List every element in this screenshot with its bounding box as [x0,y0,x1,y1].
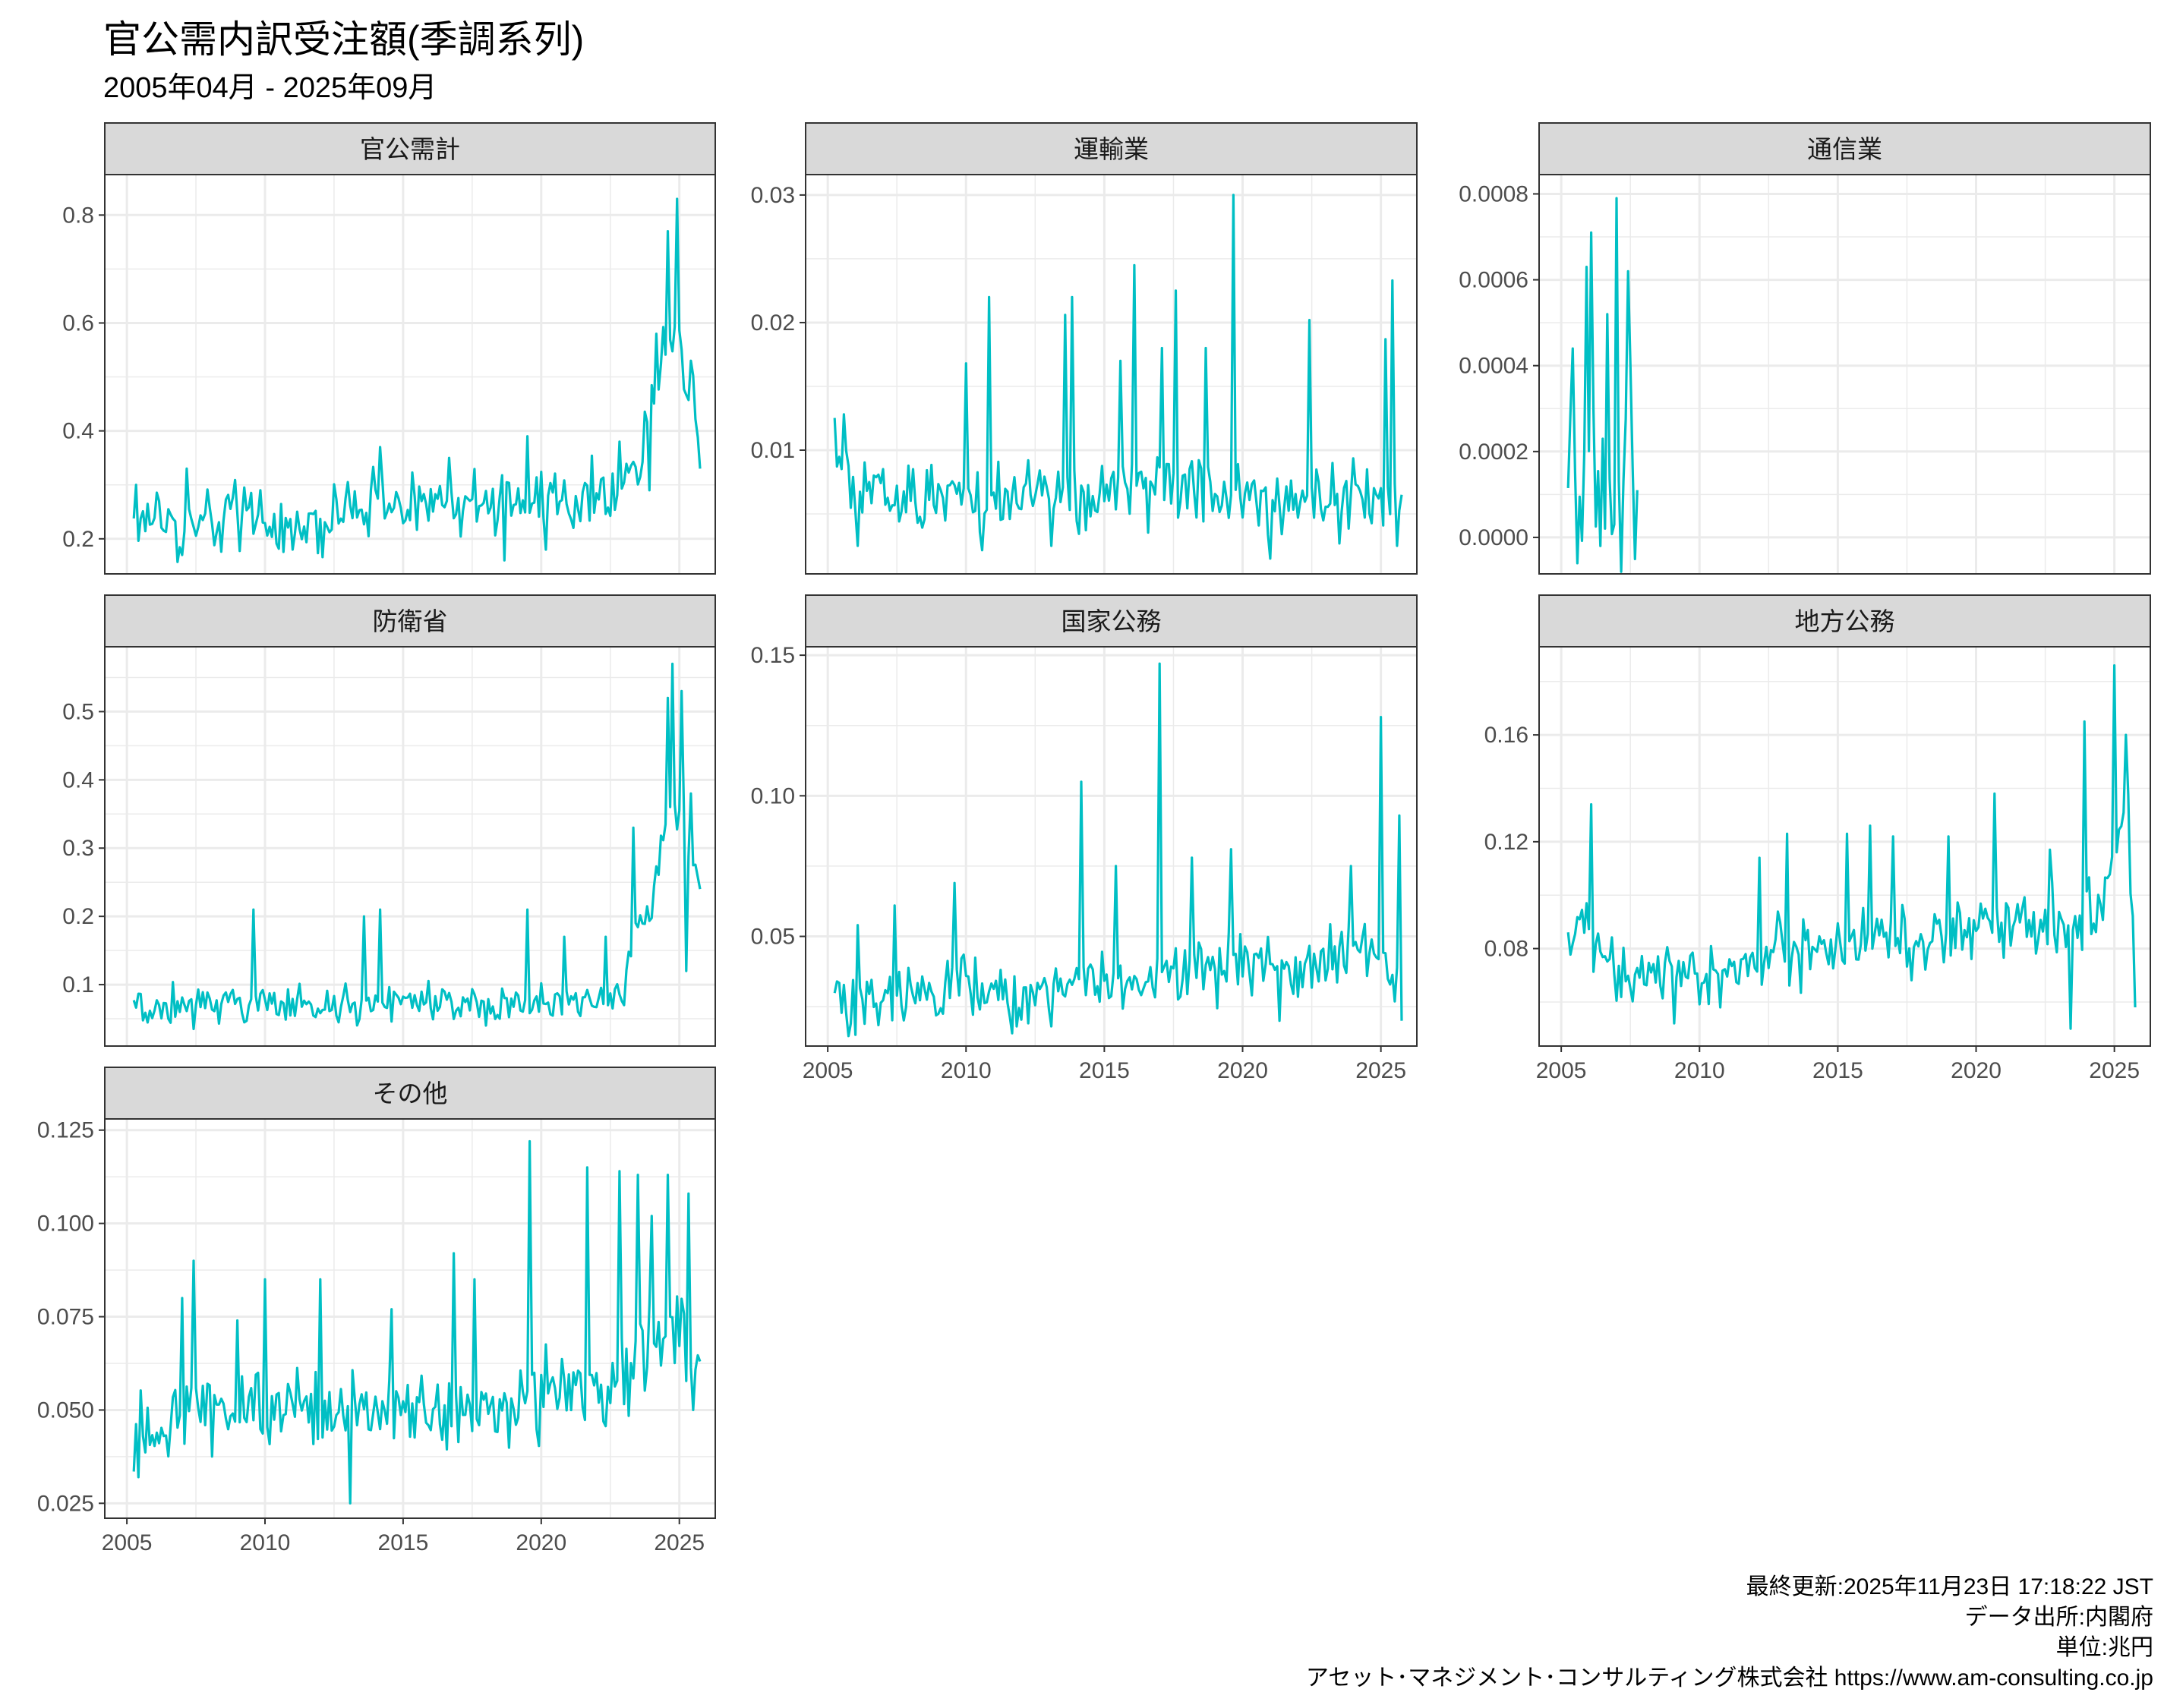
series-line [1566,664,2137,1030]
facet-strip [104,594,716,648]
y-tick-label: 0.16 [1484,723,1528,748]
facet-strip [1538,594,2151,648]
y-tick-label: 0.5 [62,699,94,724]
y-tick-label: 0.10 [751,783,795,808]
series-line [132,662,702,1031]
y-tick-label: 0.075 [37,1305,94,1330]
x-tick-label: 2010 [240,1530,291,1555]
y-tick-label: 0.0006 [1459,268,1528,293]
facet-strip [805,594,1418,648]
y-tick-label: 0.0008 [1459,181,1528,206]
caption-updated: 最終更新:2025年11月23日 17:18:22 JST [1746,1574,2153,1599]
y-tick-label: 0.15 [751,643,795,668]
series-line [132,1139,702,1505]
facet-strip-label: 国家公務 [1061,607,1162,635]
panel-background [1539,175,2150,574]
caption-source: データ出所:内閣府 [1964,1605,2153,1630]
y-tick-label: 0.4 [62,767,94,793]
y-tick-label: 0.02 [751,310,795,336]
chart-title: 官公需内訳受注額(季調系列) [103,18,585,61]
y-tick-label: 0.12 [1484,830,1528,855]
y-tick-label: 0.1 [62,972,94,997]
panel-background [1539,647,2150,1046]
x-tick-label: 2005 [803,1058,853,1083]
y-tick-label: 0.100 [37,1212,94,1237]
x-tick-label: 2015 [1079,1058,1130,1083]
y-tick-label: 0.2 [62,904,94,929]
facet-strip-label: 運輸業 [1074,135,1149,163]
facet-strip [104,122,716,175]
y-tick-label: 0.0004 [1459,354,1528,379]
x-tick-label: 2020 [1951,1058,2002,1083]
x-tick-label: 2015 [1812,1058,1863,1083]
x-tick-label: 2010 [1674,1058,1725,1083]
x-tick-label: 2025 [654,1530,705,1555]
chart-subtitle: 2005年04月 - 2025年09月 [103,72,437,104]
x-tick-label: 2005 [102,1530,153,1555]
y-tick-label: 0.2 [62,527,94,552]
facet-strip-label: 通信業 [1807,135,1882,163]
series-line [132,197,702,563]
y-tick-label: 0.6 [62,310,94,336]
y-tick-label: 0.050 [37,1398,94,1423]
y-tick-label: 0.0000 [1459,525,1528,550]
caption-company: アセット･マネジメント･コンサルティング株式会社 https://www.am-… [1305,1665,2153,1691]
y-tick-label: 0.08 [1484,937,1528,962]
y-tick-label: 0.01 [751,438,795,463]
x-tick-label: 2025 [1355,1058,1406,1083]
y-tick-label: 0.05 [751,925,795,950]
panel-background [105,647,715,1046]
series-line [1566,197,1639,573]
facet-strip-label: 防衛省 [373,607,448,635]
x-tick-label: 2020 [1217,1058,1268,1083]
y-tick-label: 0.025 [37,1491,94,1516]
y-tick-label: 0.125 [37,1118,94,1143]
x-tick-label: 2020 [516,1530,566,1555]
y-tick-label: 0.0002 [1459,440,1528,465]
series-line [833,662,1403,1038]
y-tick-label: 0.3 [62,836,94,861]
y-tick-label: 0.03 [751,183,795,208]
facet-strip [805,122,1418,175]
series-line [833,194,1403,560]
facet-strip [104,1067,716,1120]
facet-strip-label: 地方公務 [1795,607,1895,635]
facet-strip [1538,122,2151,175]
x-tick-label: 2025 [2089,1058,2140,1083]
facet-strip-label: その他 [373,1079,448,1108]
facet-strip-label: 官公需計 [360,135,460,163]
y-tick-label: 0.8 [62,203,94,228]
x-tick-label: 2005 [1536,1058,1587,1083]
caption-unit: 単位:兆円 [2055,1635,2153,1660]
panel-background [105,1119,715,1518]
y-tick-label: 0.4 [62,419,94,444]
x-tick-label: 2015 [378,1530,429,1555]
x-tick-label: 2010 [941,1058,992,1083]
